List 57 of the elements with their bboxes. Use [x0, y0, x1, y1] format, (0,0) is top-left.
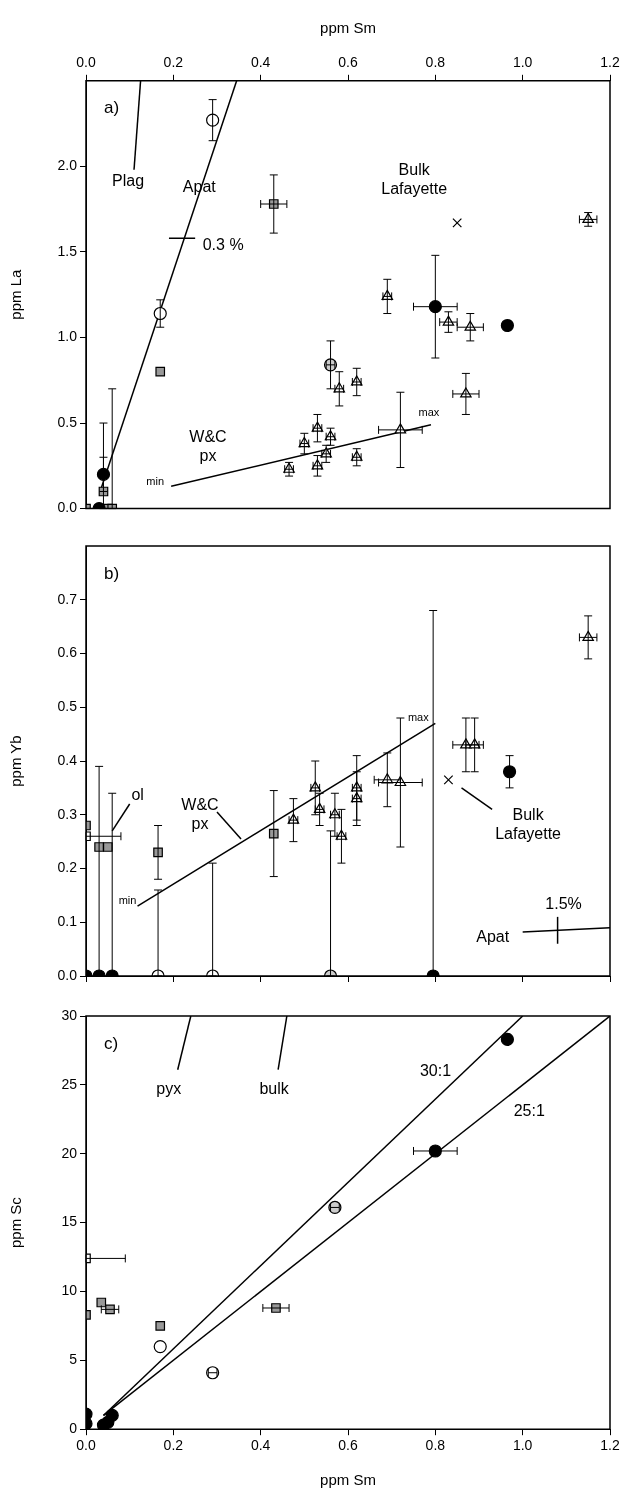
x-tick-label: 0.6	[338, 54, 358, 71]
annotation: 25:1	[513, 1102, 545, 1120]
annotation: c)	[104, 1033, 119, 1053]
y-tick-label: 20	[61, 1144, 78, 1161]
x-tick-label: 0.8	[425, 1437, 446, 1454]
x-tick-label: 0.2	[163, 54, 184, 71]
y-tick-label: 15	[61, 1213, 78, 1230]
y-axis-title: ppm Yb	[7, 735, 25, 787]
x-axis-title: ppm Sm	[320, 19, 376, 37]
y-tick-label: 5	[69, 1351, 78, 1368]
y-tick-label: 0.0	[57, 499, 78, 516]
annotation: min	[146, 475, 165, 488]
annotation: b)	[104, 563, 120, 583]
y-tick-label: 0	[69, 1420, 78, 1437]
y-tick-label: 0.6	[57, 644, 78, 661]
annotation: Bulk Lafayette	[381, 160, 448, 197]
y-tick-label: 0.1	[57, 913, 78, 930]
y-tick-label: 25	[61, 1075, 78, 1092]
annotation: min	[118, 894, 137, 907]
annotation: Bulk Lafayette	[495, 806, 562, 843]
y-tick-label: 0.7	[57, 590, 78, 607]
y-tick-label: 1.0	[57, 328, 78, 345]
annotation: bulk	[259, 1080, 290, 1098]
x-tick-label: 1.0	[512, 1437, 533, 1454]
annotation: W&C px	[189, 427, 227, 464]
x-tick-label: 0.6	[338, 1437, 358, 1454]
annotation: 30:1	[419, 1061, 452, 1079]
annotation: a)	[104, 98, 120, 118]
y-tick-label: 30	[61, 1006, 78, 1023]
x-tick-label: 0.4	[250, 54, 271, 71]
x-tick-label: 1.2	[600, 54, 620, 71]
annotation: max	[418, 405, 440, 418]
x-tick-label: 1.2	[600, 1437, 620, 1454]
y-tick-label: 0.2	[57, 859, 78, 876]
x-tick-label: 1.0	[512, 54, 533, 71]
annotation: Plag	[112, 172, 145, 190]
x-tick-label: 0.2	[163, 1437, 184, 1454]
y-axis-title: ppm Sc	[7, 1196, 25, 1249]
y-tick-label: 2.0	[57, 157, 78, 174]
annotation: W&C px	[181, 795, 219, 832]
y-tick-label: 0.5	[57, 698, 78, 715]
annotation: max	[407, 711, 430, 724]
annotation: 1.5%	[545, 895, 582, 913]
annotation: Apat	[476, 928, 510, 946]
x-tick-label: 0.4	[250, 1437, 271, 1454]
annotation: pyx	[156, 1080, 182, 1098]
x-axis-title: ppm Sm	[320, 1471, 376, 1489]
y-axis-title: ppm La	[7, 269, 25, 320]
y-tick-label: 1.5	[57, 242, 78, 259]
y-tick-label: 0.5	[57, 413, 78, 430]
y-tick-label: 10	[61, 1282, 78, 1299]
y-tick-label: 0.0	[57, 966, 78, 983]
annotation: 0.3 %	[202, 235, 244, 253]
annotation: ol	[131, 786, 144, 804]
x-tick-label: 0.8	[425, 54, 446, 71]
y-tick-label: 0.3	[57, 805, 78, 822]
y-tick-label: 0.4	[57, 751, 78, 768]
